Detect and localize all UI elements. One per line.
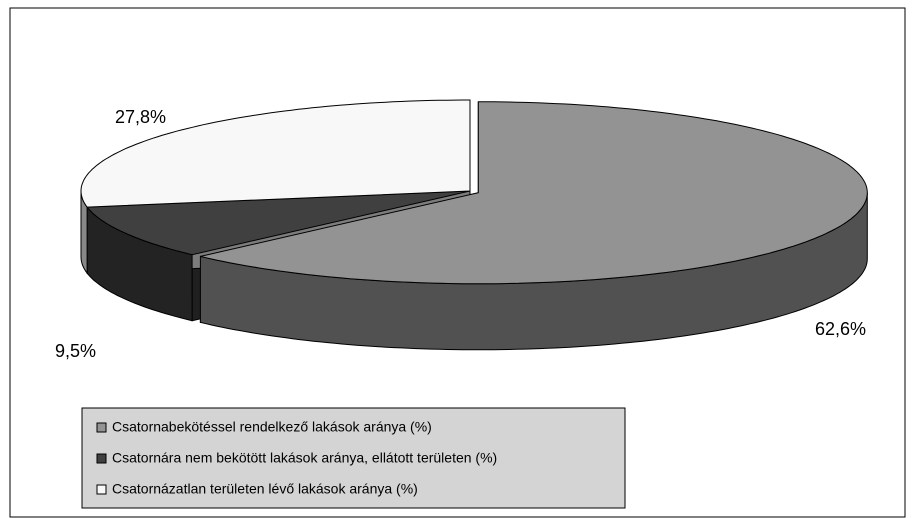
slice [86, 190, 471, 256]
legend-swatch [96, 422, 107, 433]
legend: Csatornabekötéssel rendelkező lakások ar… [81, 407, 626, 509]
data-label: 9,5% [55, 341, 96, 361]
legend-label: Csatornára nem bekötött lakások aránya, … [112, 450, 497, 466]
legend-box [81, 407, 626, 509]
data-label: 62,6% [815, 319, 866, 339]
slice [200, 101, 868, 285]
slice [80, 99, 471, 208]
data-label: 27,8% [115, 107, 166, 127]
legend-swatch [96, 484, 107, 495]
legend-label: Csatornabekötéssel rendelkező lakások ar… [112, 419, 432, 435]
legend-swatch [96, 453, 107, 464]
pie [80, 99, 868, 351]
legend-label: Csatornázatlan területen lévő lakások ar… [112, 481, 418, 497]
